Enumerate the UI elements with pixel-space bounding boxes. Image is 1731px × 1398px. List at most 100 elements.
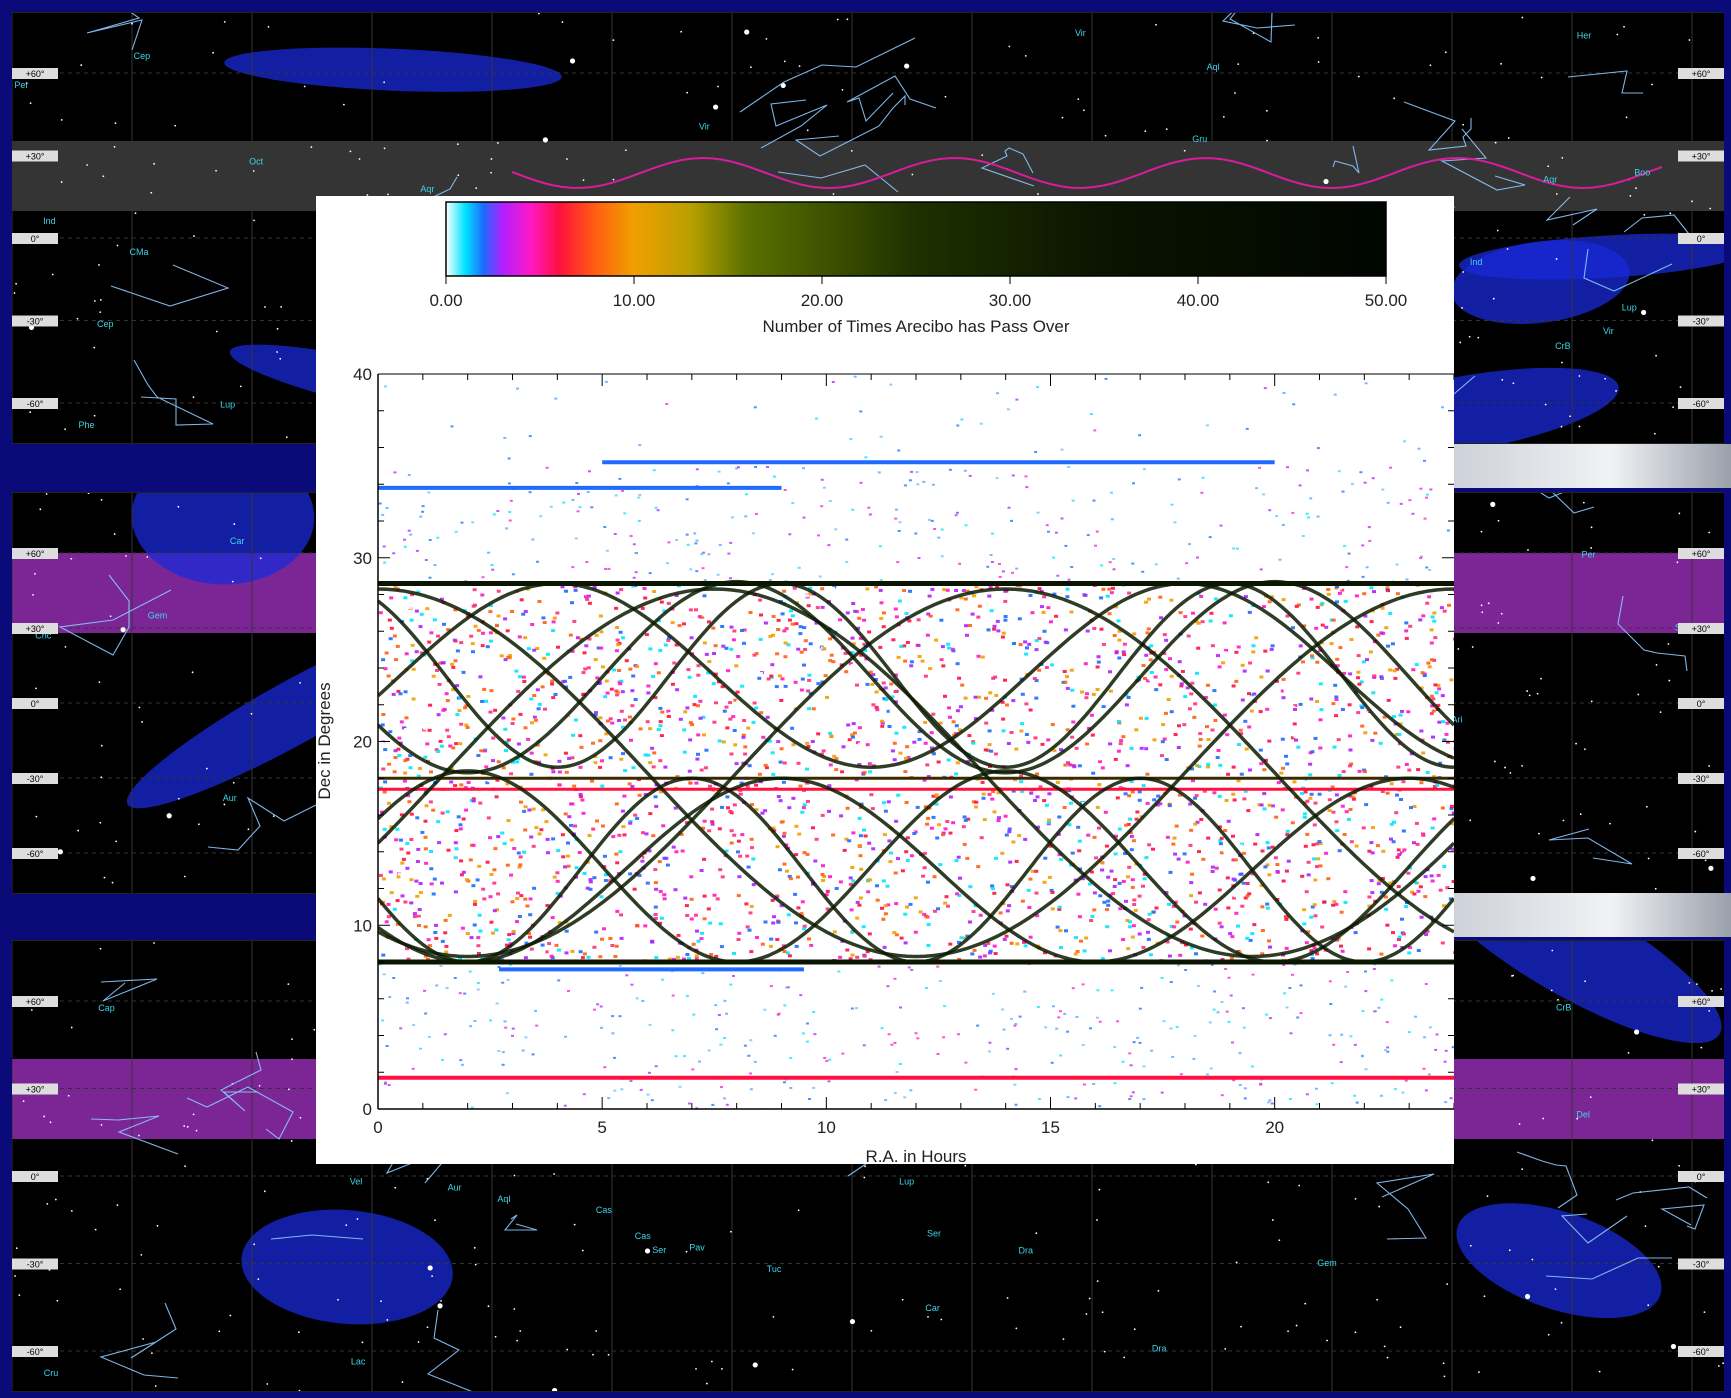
density-dot <box>1085 692 1089 696</box>
density-dot <box>708 784 712 788</box>
density-dot <box>671 957 676 961</box>
density-dot <box>994 856 998 860</box>
density-dot <box>429 850 434 853</box>
star <box>337 1298 339 1301</box>
star <box>431 1275 434 1278</box>
density-dot <box>829 734 834 738</box>
density-dot <box>928 614 933 618</box>
star <box>1144 130 1147 133</box>
density-dot <box>532 895 537 899</box>
density-dot <box>1245 427 1249 430</box>
y-tick-label: 20 <box>353 733 372 752</box>
density-dot <box>1314 626 1319 630</box>
density-dot <box>473 1019 477 1022</box>
density-dot <box>718 922 723 926</box>
constellation-label: Aql <box>1207 62 1220 72</box>
density-dot <box>1313 878 1318 882</box>
density-dot <box>777 868 782 872</box>
dec-label-box <box>12 1171 58 1182</box>
density-dot <box>1131 562 1135 565</box>
density-dot <box>1058 946 1063 949</box>
star <box>1504 766 1506 769</box>
density-dot <box>1404 763 1409 766</box>
density-dot <box>545 466 549 469</box>
density-dot <box>407 474 411 476</box>
density-dot <box>570 949 575 953</box>
density-dot <box>1370 851 1375 855</box>
density-dot <box>772 915 776 919</box>
density-dot <box>695 757 700 761</box>
density-dot <box>598 955 603 959</box>
dec-label-box <box>12 68 58 79</box>
density-dot <box>1405 687 1410 691</box>
density-dot <box>505 1092 509 1095</box>
density-dot <box>1425 566 1429 569</box>
density-dot <box>495 1002 499 1005</box>
star <box>146 556 149 558</box>
density-dot <box>732 629 737 633</box>
density-dot <box>1099 627 1104 631</box>
density-dot <box>768 944 773 948</box>
density-dot <box>787 618 792 622</box>
density-dot <box>976 615 981 619</box>
density-dot <box>731 715 736 719</box>
star <box>836 18 839 21</box>
density-dot <box>1129 780 1134 783</box>
constellation-line <box>1583 248 1673 292</box>
density-dot <box>955 892 960 896</box>
density-dot <box>1167 626 1172 630</box>
density-dot <box>794 853 799 857</box>
density-dot <box>1000 635 1005 639</box>
density-dot <box>653 795 658 799</box>
density-dot <box>635 816 640 820</box>
density-dot <box>1127 794 1132 798</box>
density-dot <box>1370 891 1375 895</box>
density-dot <box>802 516 806 519</box>
density-dot <box>614 689 619 693</box>
density-dot <box>1225 876 1230 880</box>
density-dot <box>1222 651 1227 655</box>
density-dot <box>645 720 650 724</box>
density-dot <box>873 799 878 803</box>
density-dot <box>897 449 901 452</box>
density-dot <box>1227 706 1232 710</box>
density-dot <box>941 833 945 837</box>
density-dot <box>741 733 746 737</box>
density-dot <box>958 705 963 709</box>
density-dot <box>529 772 534 776</box>
density-dot <box>1298 702 1303 706</box>
density-dot <box>1344 985 1348 988</box>
density-dot <box>1019 729 1024 733</box>
milky-way-blob <box>241 1209 453 1325</box>
density-dot <box>1126 696 1131 699</box>
density-dot <box>498 628 503 632</box>
density-dot <box>1125 764 1130 768</box>
density-dot <box>613 955 618 958</box>
star <box>1477 336 1480 339</box>
density-dot <box>1276 689 1281 693</box>
density-dot <box>850 953 855 957</box>
density-dot <box>476 754 481 757</box>
density-dot <box>444 944 449 948</box>
density-dot <box>1128 1098 1132 1101</box>
density-dot <box>817 534 820 537</box>
density-dot <box>1412 892 1417 896</box>
density-dot <box>855 900 860 904</box>
density-dot <box>1025 646 1029 650</box>
density-dot <box>469 1025 473 1028</box>
density-dot <box>926 923 931 927</box>
colorbar-ticks <box>445 276 1387 284</box>
density-dot <box>571 566 575 569</box>
density-dot <box>402 779 407 783</box>
star <box>1667 643 1670 645</box>
star <box>153 942 155 944</box>
density-dot <box>1176 857 1181 861</box>
density-dot <box>926 775 931 779</box>
star <box>51 273 54 276</box>
density-dot <box>1167 902 1171 906</box>
density-dot <box>1184 969 1188 971</box>
density-dot <box>1318 746 1323 750</box>
dec-label: +60° <box>26 549 45 559</box>
density-dot <box>862 1044 866 1047</box>
density-dot <box>1312 857 1317 861</box>
